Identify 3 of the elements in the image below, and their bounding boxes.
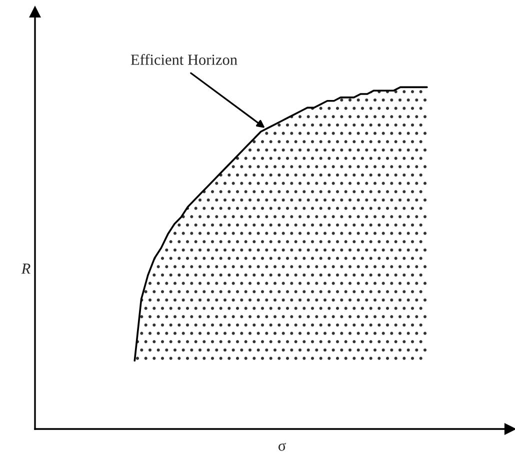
text: Efficient Horizon: [130, 54, 238, 65]
x-axis-title: σ: [278, 442, 286, 451]
text: R: [21, 264, 30, 274]
